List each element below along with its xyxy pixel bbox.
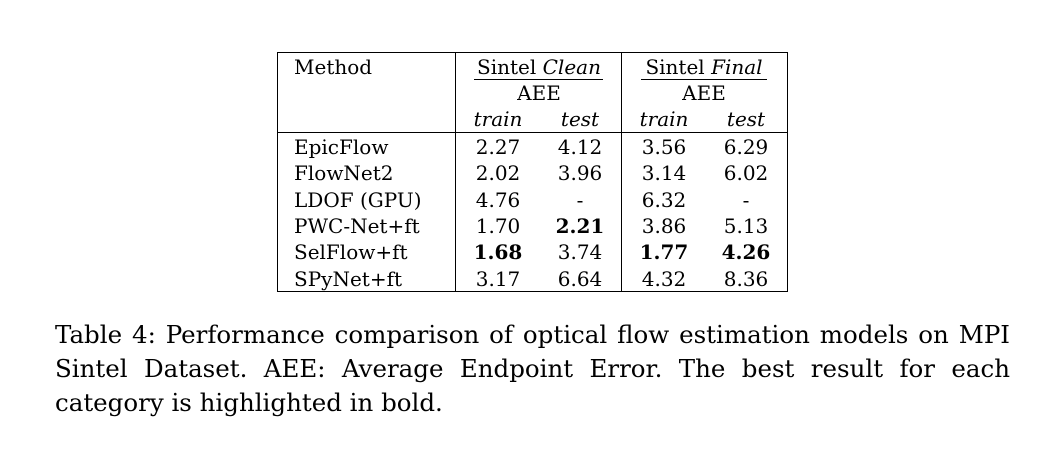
group-name: Final (711, 55, 763, 79)
row-method: PWC-Net+ft (294, 213, 420, 238)
row-value: 3.86 (641, 213, 687, 238)
row-value: - (576, 187, 584, 212)
group-underline-final (641, 79, 767, 80)
row-value: 2.21 (555, 213, 605, 238)
row-value: 6.64 (557, 266, 603, 291)
row-value: 1.77 (639, 240, 689, 265)
row-method: LDOF (GPU) (294, 187, 422, 212)
row-method: SPyNet+ft (294, 266, 403, 291)
row-method: FlowNet2 (294, 161, 394, 186)
row-value: 4.76 (475, 187, 521, 212)
row-value: 6.29 (723, 135, 769, 159)
row-value: 3.14 (641, 161, 687, 186)
group-underline-clean (474, 79, 603, 80)
row-value: 6.32 (641, 187, 687, 212)
row-value: 3.96 (557, 161, 603, 186)
row-value: 1.70 (475, 213, 521, 238)
row-value: 2.02 (475, 161, 521, 186)
group-header-clean: Sintel Clean (477, 57, 601, 77)
row-value: 3.56 (641, 135, 687, 159)
row-value: 4.32 (641, 266, 687, 291)
group-prefix: Sintel (645, 55, 705, 79)
group-metric-clean: AEE (517, 81, 561, 105)
group-metric-final: AEE (682, 81, 726, 105)
column-divider-method (455, 53, 456, 291)
row-value: 2.27 (475, 135, 521, 159)
row-value: 4.26 (721, 240, 771, 265)
row-value: 3.17 (475, 266, 521, 291)
column-divider-groups (621, 53, 622, 291)
subheader-final-test: test (726, 107, 766, 131)
group-prefix: Sintel (477, 55, 537, 79)
row-value: 1.68 (473, 240, 523, 265)
row-value: 6.02 (723, 161, 769, 186)
row-value: 5.13 (723, 213, 769, 238)
group-header-final: Sintel Final (645, 57, 762, 77)
method-header: Method (294, 55, 373, 79)
row-value: 8.36 (723, 266, 769, 291)
header-rule (278, 132, 787, 133)
subheader-clean-test: test (560, 107, 600, 131)
subheader-final-train: train (639, 107, 689, 131)
group-name: Clean (542, 55, 601, 79)
results-table: Method Sintel Clean AEE train test Sinte… (277, 52, 788, 292)
row-value: 3.74 (557, 240, 603, 265)
row-method: SelFlow+ft (294, 240, 408, 265)
row-value: - (742, 187, 750, 212)
row-method: EpicFlow (294, 135, 389, 159)
subheader-clean-train: train (473, 107, 523, 131)
table-caption: Table 4: Performance comparison of optic… (55, 320, 1010, 417)
row-value: 4.12 (557, 135, 603, 159)
